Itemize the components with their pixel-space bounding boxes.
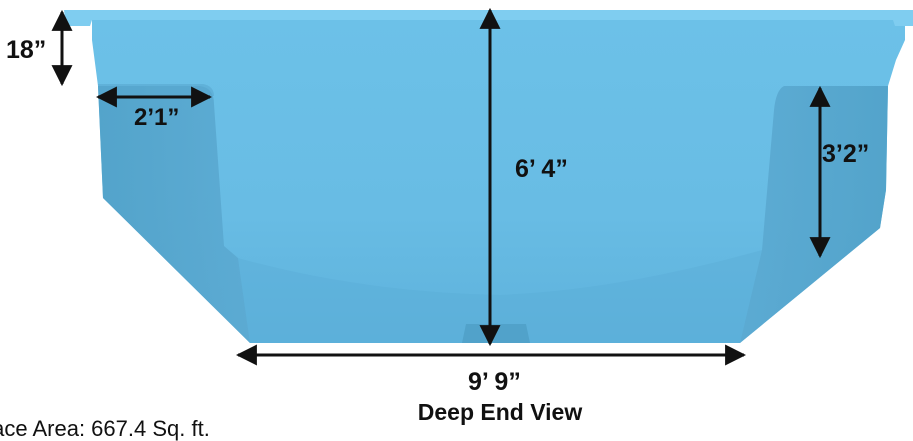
floor-sump [462,324,530,343]
left-step-shade [98,86,250,343]
view-title: Deep End View [417,399,583,425]
left-step-top [98,84,214,96]
step-width-label: 2’1” [134,104,180,131]
rim-depth-label: 18” [6,36,47,64]
bench-height-label: 3’2” [822,140,870,168]
surface-area-caption: face Area: 667.4 Sq. ft. [0,416,210,441]
total-depth-label: 6’ 4” [515,155,568,183]
floor-width-label: 9’ 9” [468,368,521,396]
